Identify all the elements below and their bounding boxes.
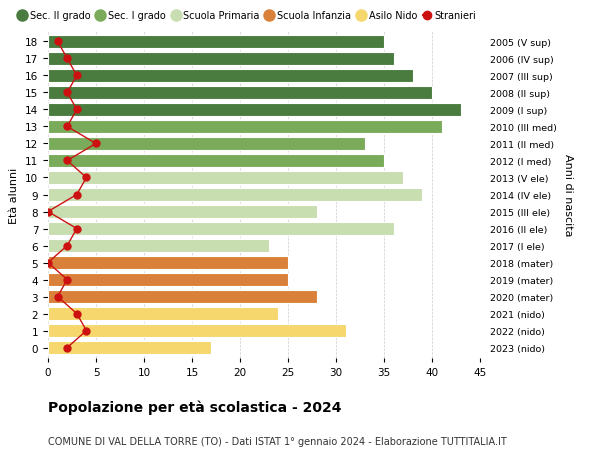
- Bar: [48, 189, 422, 202]
- Bar: [48, 155, 384, 168]
- Bar: [48, 290, 317, 303]
- Bar: [48, 307, 278, 320]
- Text: COMUNE DI VAL DELLA TORRE (TO) - Dati ISTAT 1° gennaio 2024 - Elaborazione TUTTI: COMUNE DI VAL DELLA TORRE (TO) - Dati IS…: [48, 436, 507, 446]
- Bar: [48, 240, 269, 252]
- Bar: [48, 341, 211, 354]
- Bar: [48, 206, 317, 218]
- Bar: [48, 223, 394, 235]
- Bar: [48, 70, 413, 83]
- Bar: [48, 256, 288, 269]
- Bar: [48, 172, 403, 185]
- Bar: [48, 104, 461, 117]
- Text: Popolazione per età scolastica - 2024: Popolazione per età scolastica - 2024: [48, 399, 341, 414]
- Legend: Sec. II grado, Sec. I grado, Scuola Primaria, Scuola Infanzia, Asilo Nido, Stran: Sec. II grado, Sec. I grado, Scuola Prim…: [19, 11, 476, 21]
- Bar: [48, 36, 384, 49]
- Bar: [48, 273, 288, 286]
- Y-axis label: Età alunni: Età alunni: [10, 167, 19, 223]
- Bar: [48, 121, 442, 134]
- Bar: [48, 138, 365, 151]
- Bar: [48, 87, 432, 100]
- Bar: [48, 324, 346, 337]
- Bar: [48, 53, 394, 66]
- Y-axis label: Anni di nascita: Anni di nascita: [563, 154, 573, 236]
